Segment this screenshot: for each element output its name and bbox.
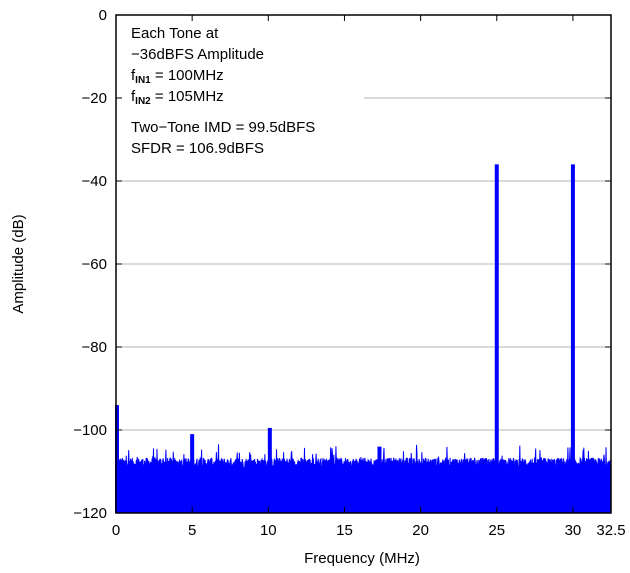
annotation-text: Each Tone at −36dBFS Amplitude fIN1 = 10… — [131, 25, 315, 157]
x-tick-label: 25 — [488, 522, 505, 539]
x-tick-label: 32.5 — [596, 522, 625, 539]
x-tick-label: 5 — [188, 522, 196, 539]
x-tick-labels: 0 5 10 15 20 25 30 32.5 — [112, 522, 626, 539]
x-tick-label: 20 — [412, 522, 429, 539]
annotation-fin2: fIN2 = 105MHz — [131, 88, 224, 107]
grid-lines — [116, 97, 611, 431]
y-tick-label: −20 — [82, 90, 107, 107]
y-tick-label: −80 — [82, 339, 107, 356]
annotation-box — [118, 17, 364, 165]
x-tick-label: 0 — [112, 522, 120, 539]
y-tick-label: −60 — [82, 256, 107, 273]
x-tick-label: 30 — [565, 522, 582, 539]
axis-ticks — [115, 14, 612, 514]
spectrum-series — [115, 164, 612, 514]
y-tick-label: 0 — [99, 7, 107, 24]
x-axis-title: Frequency (MHz) — [304, 550, 420, 567]
y-tick-label: −100 — [73, 422, 107, 439]
annotation-imd: Two−Tone IMD = 99.5dBFS — [131, 119, 315, 136]
x-tick-label: 10 — [260, 522, 277, 539]
y-tick-labels: 0 −20 −40 −60 −80 −100 −120 — [73, 7, 107, 522]
x-tick-label: 15 — [336, 522, 353, 539]
y-axis-title: Amplitude (dB) — [10, 214, 27, 313]
annotation-line-2: −36dBFS Amplitude — [131, 46, 264, 63]
annotation-sfdr: SFDR = 106.9dBFS — [131, 140, 264, 157]
y-tick-label: −120 — [73, 505, 107, 522]
annotation-fin1: fIN1 = 100MHz — [131, 67, 224, 86]
annotation-line-1: Each Tone at — [131, 25, 219, 42]
noise-floor — [115, 444, 612, 514]
y-tick-label: −40 — [82, 173, 107, 190]
